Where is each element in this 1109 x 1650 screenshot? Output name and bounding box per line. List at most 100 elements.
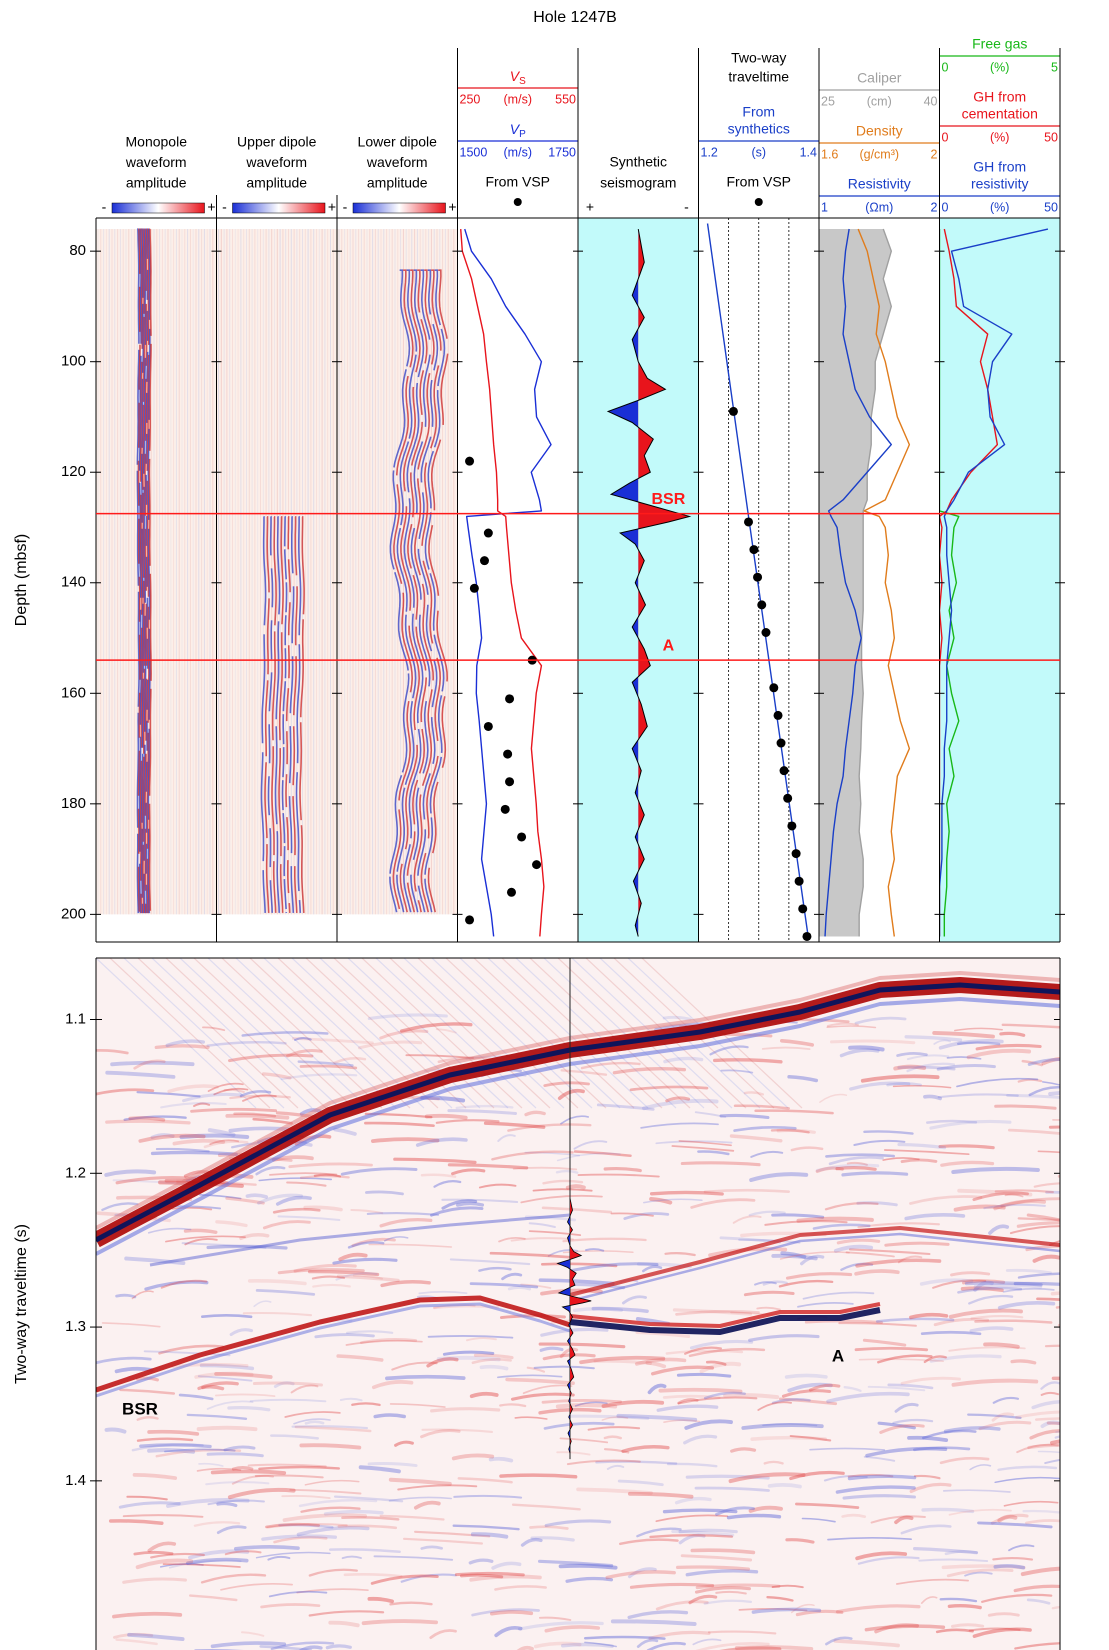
waveform-trace — [406, 269, 428, 913]
vsp-point — [517, 832, 527, 842]
vsp-point — [505, 694, 515, 704]
seismic-noise — [646, 1641, 686, 1650]
seismic-noise — [454, 1571, 525, 1577]
seismic-noise — [823, 1475, 868, 1482]
seismic-noise — [635, 1357, 687, 1366]
seismic-noise — [165, 1235, 246, 1243]
seismic-noise — [165, 1039, 205, 1048]
seismic-noise — [757, 1401, 792, 1411]
seismic-noise — [993, 1564, 1026, 1570]
seismic-noise — [1009, 1225, 1060, 1235]
seismic-noise — [846, 1161, 868, 1166]
seismic-noise — [261, 1534, 337, 1541]
seismic-noise — [894, 1515, 914, 1525]
seismic-noise — [992, 1396, 1020, 1404]
seismic-noise — [115, 1638, 158, 1646]
seismic-noise — [543, 1081, 590, 1087]
series-label: Resistivity — [848, 176, 911, 192]
seismic-noise — [897, 1142, 947, 1150]
waveform-trace — [274, 516, 281, 913]
scale-min: 250 — [460, 92, 481, 106]
seismic-noise — [341, 1555, 362, 1560]
seismic-noise — [166, 1497, 250, 1508]
y-tick-label: 1.1 — [65, 1010, 86, 1027]
seismic-noise — [210, 1469, 287, 1475]
seismic-noise — [833, 1639, 900, 1648]
seismic-noise — [494, 1585, 547, 1591]
seismic-noise — [1051, 1376, 1060, 1381]
seismic-noise — [371, 1137, 440, 1143]
seismic-noise — [280, 1073, 358, 1081]
seismic-noise — [904, 1035, 963, 1042]
seismic-noise — [932, 1279, 987, 1289]
seismic-noise — [160, 1279, 208, 1289]
seismic-noise — [96, 1356, 152, 1364]
seismic-noise — [906, 1054, 950, 1061]
seismic-noise — [1001, 1023, 1060, 1029]
seismic-noise — [703, 1599, 753, 1605]
seismic-noise — [665, 1096, 691, 1103]
seismic-noise — [849, 1081, 911, 1091]
seismic-noise — [168, 1559, 242, 1569]
seismic-noise — [715, 1506, 755, 1516]
seismic-noise — [860, 1074, 940, 1083]
seismic-noise — [968, 1294, 1014, 1305]
seismic-noise — [291, 1425, 369, 1430]
seismic-noise — [1013, 1281, 1060, 1286]
waveform-trace — [410, 269, 432, 913]
waveform-trace — [295, 516, 302, 913]
seismic-noise — [655, 1140, 733, 1145]
seismic-noise — [935, 1628, 974, 1634]
seismic-noise — [479, 1364, 509, 1371]
seismic-noise — [385, 1374, 466, 1381]
seismic-noise — [455, 1201, 485, 1207]
vsp-point — [728, 406, 738, 416]
seismic-noise — [587, 1426, 641, 1431]
points-legend-marker — [513, 198, 522, 206]
series-label-sub: P — [519, 129, 526, 140]
seismic-noise — [651, 1365, 714, 1376]
seismic-noise — [629, 1085, 709, 1092]
seismic-noise — [346, 1330, 394, 1334]
seismic-noise — [304, 1479, 360, 1486]
seismic-noise — [970, 1314, 1024, 1320]
colorbar-max-label: + — [448, 199, 456, 215]
track-background — [457, 218, 578, 942]
seismic-noise — [1002, 1287, 1055, 1293]
seismic-noise — [1026, 1598, 1051, 1605]
seismic-noise — [723, 1393, 780, 1400]
seismic-noise — [1022, 1509, 1060, 1514]
seismic-noise — [948, 1508, 1012, 1516]
seismic-noise — [729, 1134, 783, 1143]
seismic-noise — [415, 1137, 468, 1147]
seismic-noise — [854, 1346, 929, 1352]
seismic-noise — [972, 1627, 1032, 1638]
section-synthetic-positive — [557, 1198, 570, 1454]
seismic-noise — [690, 1198, 756, 1209]
seismic-noise — [635, 1330, 691, 1338]
seismic-noise — [900, 1376, 961, 1385]
seismic-noise — [383, 1236, 409, 1242]
seismic-noise — [206, 1244, 288, 1250]
seismic-noise — [544, 1625, 600, 1633]
seismic-noise — [227, 1406, 271, 1412]
seismic-noise — [336, 1274, 400, 1283]
vsp-point — [783, 793, 793, 803]
log-curve — [857, 228, 911, 937]
seismic-noise — [433, 1180, 462, 1188]
seismic-noise — [957, 1041, 1001, 1046]
seismic-noise — [748, 1505, 783, 1513]
seismic-noise — [164, 1448, 236, 1453]
colorbar — [111, 202, 205, 214]
seismic-noise — [505, 1377, 575, 1385]
seismic-noise — [558, 1563, 618, 1570]
vsp-point — [483, 721, 493, 731]
waveform-trace — [281, 516, 288, 913]
series-label: Free gas — [972, 36, 1027, 52]
seismic-noise — [743, 1290, 795, 1297]
seismic-noise — [688, 1594, 718, 1605]
seismic-noise — [459, 958, 621, 1109]
waveform-trace — [396, 269, 418, 913]
seismic-noise — [975, 1043, 1042, 1051]
scale-unit: (m/s) — [504, 92, 532, 106]
